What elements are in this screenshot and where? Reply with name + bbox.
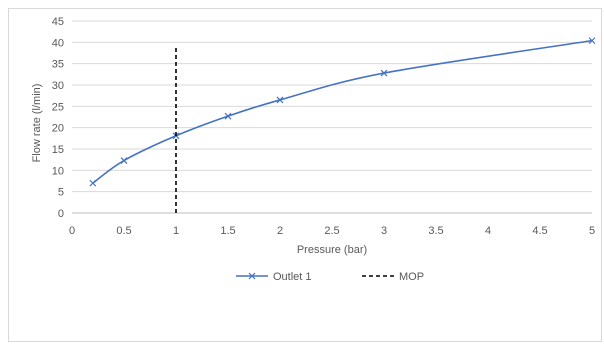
y-tick-label: 15 (52, 144, 64, 156)
x-tick-label: 0 (69, 225, 75, 237)
series-line-outlet-1 (92, 39, 593, 184)
data-point-marker (380, 69, 388, 77)
legend-label: MOP (399, 271, 424, 283)
y-tick-label: 25 (52, 101, 64, 113)
y-tick-label: 35 (52, 59, 64, 71)
data-point-marker (276, 96, 284, 104)
x-tick-label: 4.5 (532, 225, 547, 237)
data-point-marker (224, 112, 232, 120)
x-tick-label: 3.5 (428, 225, 443, 237)
data-point-marker (588, 37, 596, 45)
x-axis-title: Pressure (bar) (297, 244, 367, 256)
gridlines (72, 20, 592, 214)
y-tick-label: 10 (52, 165, 64, 177)
series-group (89, 37, 596, 213)
legend-item: Outlet 1 (236, 271, 312, 283)
x-tick-label: 4 (485, 225, 491, 237)
x-tick-label: 3 (381, 225, 387, 237)
y-tick-label: 40 (52, 37, 64, 49)
y-tick-labels: 0 5 10 15 20 25 30 35 40 45 (52, 16, 64, 220)
x-tick-label: 2 (277, 225, 283, 237)
x-tick-labels: 0 0.5 1 1.5 2 2.5 3 3.5 4 4.5 5 (69, 225, 595, 237)
y-tick-label: 45 (52, 16, 64, 28)
y-axis-title: Flow rate (l/min) (31, 84, 43, 163)
legend-item: MOP (362, 271, 424, 283)
legend-label: Outlet 1 (273, 271, 312, 283)
x-tick-label: 1.5 (220, 225, 235, 237)
x-tick-label: 2.5 (324, 225, 339, 237)
legend: Outlet 1 MOP (236, 271, 424, 283)
data-point-marker (89, 179, 97, 187)
data-point-marker (120, 157, 128, 164)
y-tick-label: 5 (58, 187, 64, 199)
y-tick-label: 0 (58, 208, 64, 220)
y-tick-label: 20 (52, 123, 64, 135)
x-tick-label: 5 (589, 225, 595, 237)
y-tick-label: 30 (52, 80, 64, 92)
x-tick-label: 0.5 (116, 225, 131, 237)
x-tick-label: 1 (173, 225, 179, 237)
